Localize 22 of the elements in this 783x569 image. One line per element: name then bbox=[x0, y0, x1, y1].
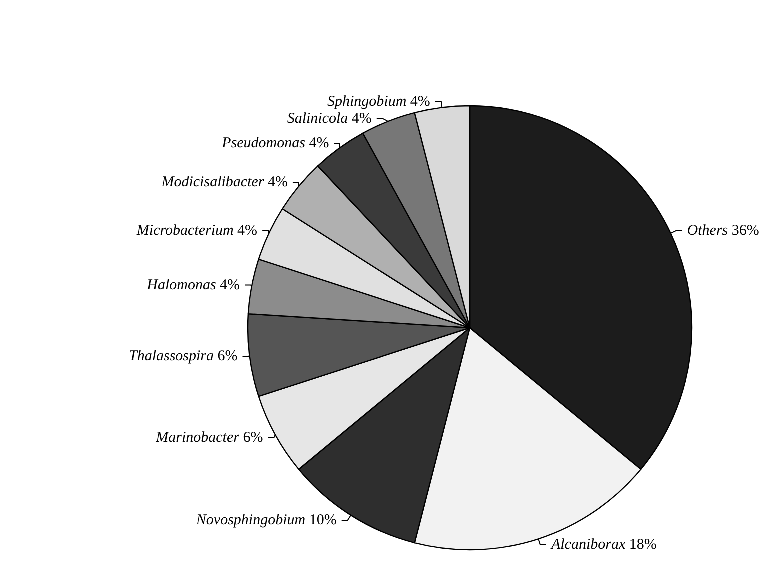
data-label: 4% bbox=[309, 136, 330, 152]
slice-label: Novosphingobium bbox=[195, 512, 306, 529]
slice-label: Microbacterium bbox=[136, 222, 234, 239]
data-label: 36% bbox=[732, 222, 760, 239]
data-label: 10% bbox=[309, 512, 337, 529]
slice-label: Alcaniborax bbox=[550, 536, 626, 553]
data-label: 6% bbox=[243, 430, 264, 446]
slice-label: Halomonas bbox=[146, 277, 216, 294]
data-label: 4% bbox=[410, 94, 430, 110]
data-label: 4% bbox=[238, 222, 258, 239]
slice-label: Thalassospira bbox=[128, 348, 214, 365]
slice-label: Marinobacter bbox=[155, 430, 240, 446]
data-label: 4% bbox=[268, 174, 288, 191]
data-label: 6% bbox=[218, 348, 238, 365]
slice-label: Salinicola bbox=[287, 110, 348, 127]
slice-label: Modicisalibacter bbox=[160, 174, 264, 191]
data-label: 18% bbox=[629, 536, 657, 553]
data-label: 4% bbox=[220, 277, 240, 294]
slice-label: Others bbox=[687, 222, 728, 239]
slice-label: Pseudomonas bbox=[221, 136, 306, 152]
slice-label: Sphingobium bbox=[328, 94, 407, 110]
data-label: 4% bbox=[352, 110, 372, 127]
